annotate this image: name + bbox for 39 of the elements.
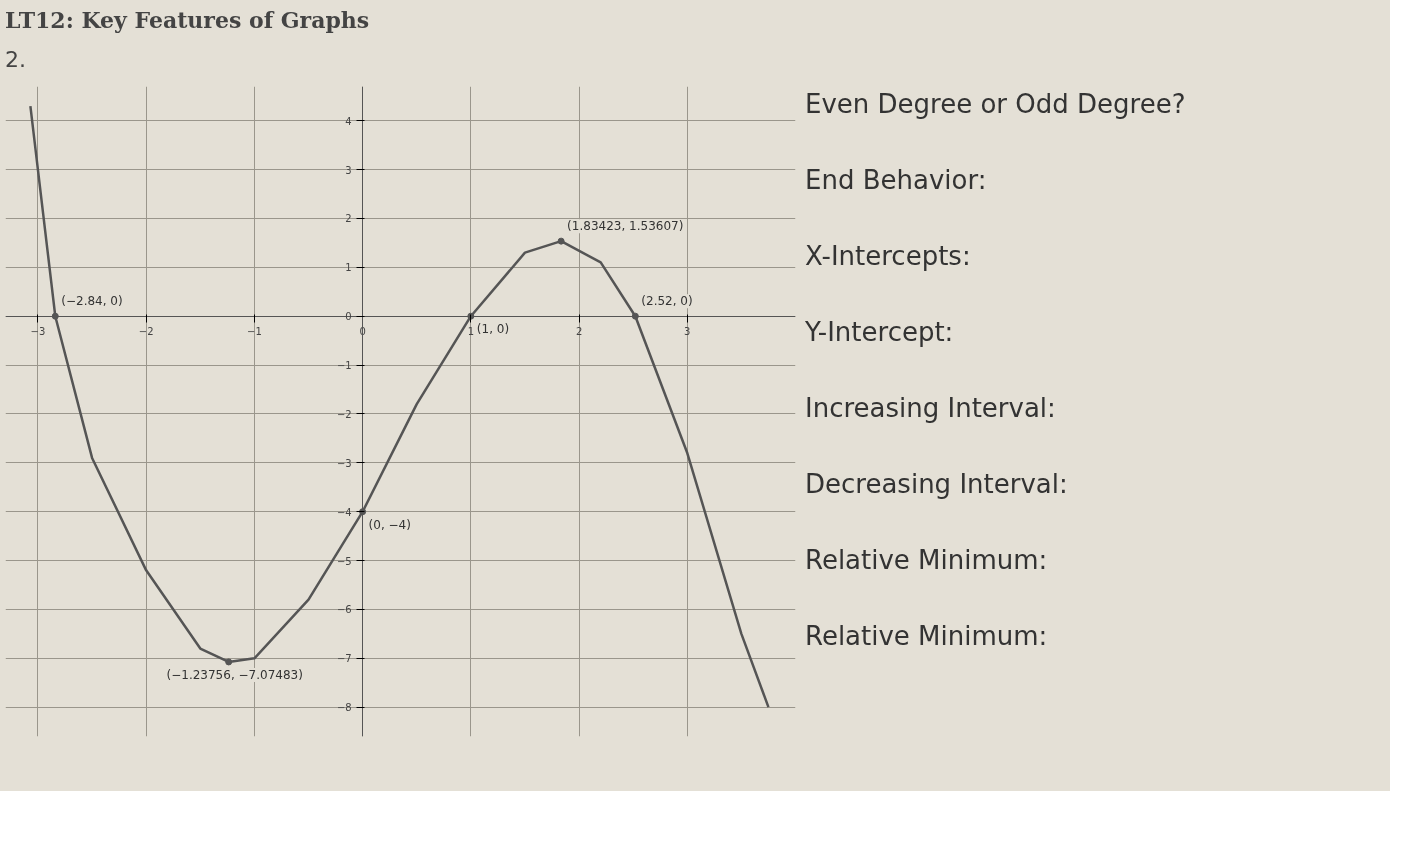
text: X-Intercepts: (805, 239, 972, 273)
y-tick-label: −3 (336, 457, 352, 469)
y-tick-label: −6 (336, 604, 352, 616)
x-tick-label: 1 (467, 326, 475, 338)
text: Increasing Interval: (805, 391, 1057, 425)
y-tick-label: −8 (336, 702, 352, 714)
y-tick-label: −5 (336, 555, 352, 567)
text: End Behavior: (805, 163, 988, 197)
x-tick-label: −3 (30, 326, 46, 338)
y-tick-label: 4 (345, 115, 352, 127)
annotation: (1, 0) (476, 322, 510, 337)
y-tick-label: −4 (336, 506, 352, 518)
annotation: (1.83423, 1.53607) (567, 218, 684, 233)
point (51, 312, 59, 320)
annotation: (−1.23756, −7.07483) (166, 667, 303, 682)
y-tick-label: 0 (345, 311, 352, 323)
y-tick-label: 1 (345, 262, 352, 274)
text: Decreasing Interval: (805, 467, 1069, 501)
x-tick-label: 2 (575, 326, 583, 338)
x-tick-label: −2 (138, 326, 154, 338)
annotation: (2.52, 0) (641, 294, 693, 309)
y-tick-label: 3 (345, 164, 352, 176)
text: Y-Intercept: (805, 315, 955, 349)
y-tick-label: 2 (345, 213, 352, 225)
chart-subtitle: 2. (5, 46, 27, 75)
y-tick-label: −1 (336, 359, 352, 371)
point (631, 312, 639, 320)
text: Even Degree or Odd Degree? (805, 87, 1186, 121)
y-tick-label: −7 (336, 653, 352, 665)
annotation: (0, −4) (368, 517, 411, 532)
annotation: (−2.84, 0) (61, 294, 123, 309)
point (557, 237, 565, 245)
x-tick-label: 3 (684, 326, 691, 338)
chart-title: LT12: Key Features of Graphs (5, 6, 370, 35)
text: Relative Minimum: (805, 619, 1049, 653)
x-tick-label: −1 (247, 326, 262, 338)
y-tick-label: −2 (336, 408, 352, 420)
point (225, 658, 233, 666)
text: Relative Minimum: (805, 543, 1049, 577)
